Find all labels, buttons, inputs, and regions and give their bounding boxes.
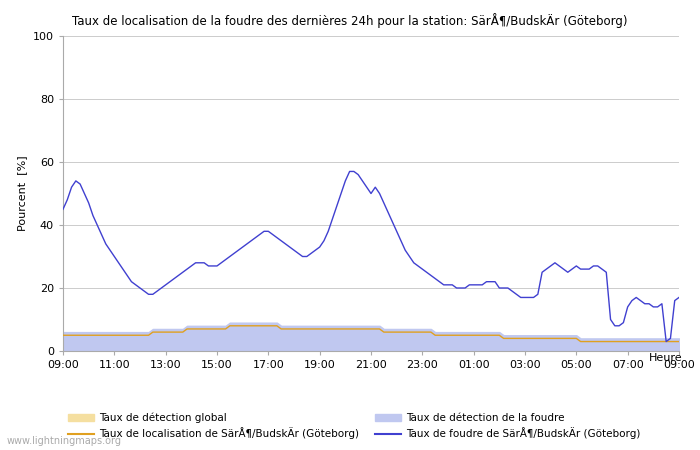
Legend: Taux de détection global, Taux de localisation de SärÅ¶/BudskÄr (Göteborg), Taux: Taux de détection global, Taux de locali…	[68, 413, 640, 440]
Text: Taux de localisation de la foudre des dernières 24h pour la station: SärÅ¶/Budsk: Taux de localisation de la foudre des de…	[72, 14, 628, 28]
Y-axis label: Pourcent  [%]: Pourcent [%]	[18, 156, 27, 231]
Text: Heure: Heure	[649, 353, 682, 363]
Text: www.lightningmaps.org: www.lightningmaps.org	[7, 436, 122, 446]
